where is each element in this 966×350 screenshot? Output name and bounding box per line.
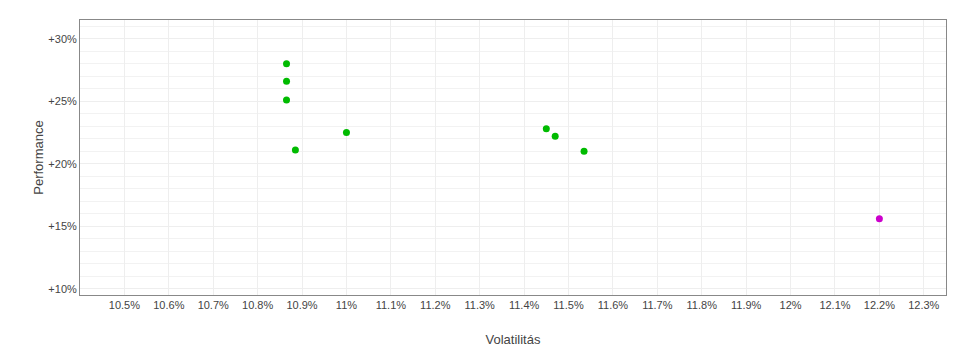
svg-text:11.3%: 11.3% [465,299,496,311]
svg-text:Performance: Performance [31,120,46,194]
svg-text:+15%: +15% [48,220,77,232]
svg-text:11.8%: 11.8% [687,299,718,311]
svg-text:10.8%: 10.8% [242,299,273,311]
svg-text:11.4%: 11.4% [509,299,540,311]
svg-text:+20%: +20% [48,158,77,170]
svg-text:11.7%: 11.7% [642,299,673,311]
svg-text:12.2%: 12.2% [864,299,895,311]
svg-text:11.1%: 11.1% [376,299,407,311]
svg-text:11%: 11% [336,299,357,311]
svg-text:10.7%: 10.7% [198,299,229,311]
svg-text:12.3%: 12.3% [908,299,939,311]
svg-text:11.2%: 11.2% [420,299,451,311]
svg-text:+10%: +10% [48,283,77,295]
svg-text:+30%: +30% [48,33,77,45]
svg-text:+25%: +25% [48,95,77,107]
svg-text:10.5%: 10.5% [109,299,140,311]
svg-text:11.9%: 11.9% [731,299,762,311]
svg-text:12.1%: 12.1% [819,299,850,311]
svg-text:11.5%: 11.5% [553,299,584,311]
svg-text:10.9%: 10.9% [286,299,317,311]
svg-text:Volatilitás: Volatilitás [486,332,541,347]
svg-text:10.6%: 10.6% [153,299,184,311]
svg-text:12%: 12% [780,299,802,311]
svg-text:11.6%: 11.6% [598,299,629,311]
